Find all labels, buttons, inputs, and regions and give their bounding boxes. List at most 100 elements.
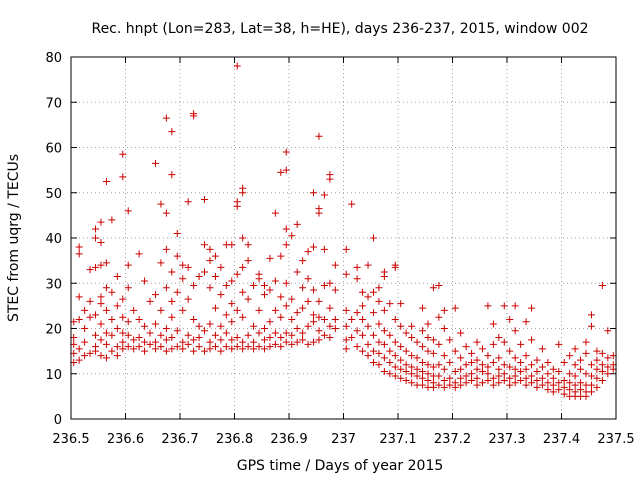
- data-point: [146, 297, 154, 305]
- data-point: [102, 340, 110, 348]
- data-point: [102, 284, 110, 292]
- data-point: [97, 320, 105, 328]
- data-point: [489, 358, 497, 366]
- data-point: [75, 250, 83, 258]
- data-point: [239, 338, 247, 346]
- data-point: [473, 338, 481, 346]
- data-point: [555, 367, 563, 375]
- data-point: [408, 379, 416, 387]
- data-point: [369, 288, 377, 296]
- data-point: [151, 291, 159, 299]
- data-point: [239, 288, 247, 296]
- data-point: [282, 302, 290, 310]
- data-point: [511, 379, 519, 387]
- data-point: [228, 277, 236, 285]
- data-point: [560, 377, 568, 385]
- data-point: [92, 225, 100, 233]
- data-point: [484, 302, 492, 310]
- data-point: [577, 365, 585, 373]
- data-point: [549, 388, 557, 396]
- data-point: [582, 349, 590, 357]
- data-point: [310, 286, 318, 294]
- data-point: [310, 189, 318, 197]
- data-point: [135, 315, 143, 323]
- data-point: [97, 293, 105, 301]
- y-tick-label: 60: [45, 142, 62, 157]
- data-point: [495, 372, 503, 380]
- data-point: [222, 282, 230, 290]
- data-point: [386, 347, 394, 355]
- data-point: [386, 358, 394, 366]
- data-point: [419, 381, 427, 389]
- data-point: [124, 318, 132, 326]
- data-point: [397, 356, 405, 364]
- data-point: [566, 352, 574, 360]
- data-point: [282, 338, 290, 346]
- data-point: [288, 232, 296, 240]
- data-point: [528, 379, 536, 387]
- data-point: [320, 282, 328, 290]
- data-point: [162, 209, 170, 217]
- x-tick-label: 237.5: [597, 432, 634, 447]
- data-point: [369, 309, 377, 317]
- data-point: [566, 370, 574, 378]
- data-point: [489, 381, 497, 389]
- data-point: [440, 306, 448, 314]
- data-point: [277, 293, 285, 301]
- data-point: [233, 270, 241, 278]
- data-point: [228, 345, 236, 353]
- y-tick-label: 0: [54, 413, 62, 428]
- data-point: [239, 345, 247, 353]
- data-point: [440, 325, 448, 332]
- data-point: [359, 302, 367, 310]
- data-point: [440, 377, 448, 385]
- data-point: [440, 365, 448, 373]
- data-point: [364, 261, 372, 269]
- data-point: [391, 363, 399, 371]
- data-point: [517, 367, 525, 375]
- data-point: [97, 261, 105, 269]
- data-point: [113, 352, 121, 360]
- data-point: [168, 313, 176, 321]
- data-point: [598, 367, 606, 375]
- data-point: [266, 343, 274, 351]
- data-point: [162, 245, 170, 253]
- data-point: [468, 358, 476, 366]
- data-point: [282, 166, 290, 174]
- data-point: [380, 327, 388, 335]
- data-point: [157, 331, 165, 339]
- data-point: [511, 327, 519, 335]
- data-point: [386, 300, 394, 308]
- data-point: [271, 209, 279, 217]
- data-point: [593, 356, 601, 364]
- data-point: [179, 306, 187, 314]
- data-point: [386, 370, 394, 378]
- data-point: [184, 295, 192, 303]
- data-point: [206, 338, 214, 346]
- y-tick-label: 70: [45, 96, 62, 111]
- data-point: [168, 345, 176, 353]
- data-point: [364, 293, 372, 301]
- data-point: [81, 325, 89, 332]
- plot-frame: [70, 56, 617, 420]
- data-point: [549, 381, 557, 389]
- data-point: [277, 334, 285, 342]
- data-point: [484, 352, 492, 360]
- data-points: [70, 62, 617, 400]
- data-point: [157, 200, 165, 208]
- data-point: [326, 334, 334, 342]
- data-point: [168, 268, 176, 276]
- data-point: [511, 302, 519, 310]
- data-point: [124, 207, 132, 215]
- data-point: [310, 338, 318, 346]
- data-point: [506, 347, 514, 355]
- data-point: [282, 279, 290, 287]
- data-point: [75, 315, 83, 323]
- x-tick-label: 237: [331, 432, 356, 447]
- data-point: [135, 334, 143, 342]
- data-point: [560, 358, 568, 366]
- data-point: [206, 284, 214, 292]
- data-point: [375, 338, 383, 346]
- data-point: [429, 379, 437, 387]
- data-point: [310, 243, 318, 251]
